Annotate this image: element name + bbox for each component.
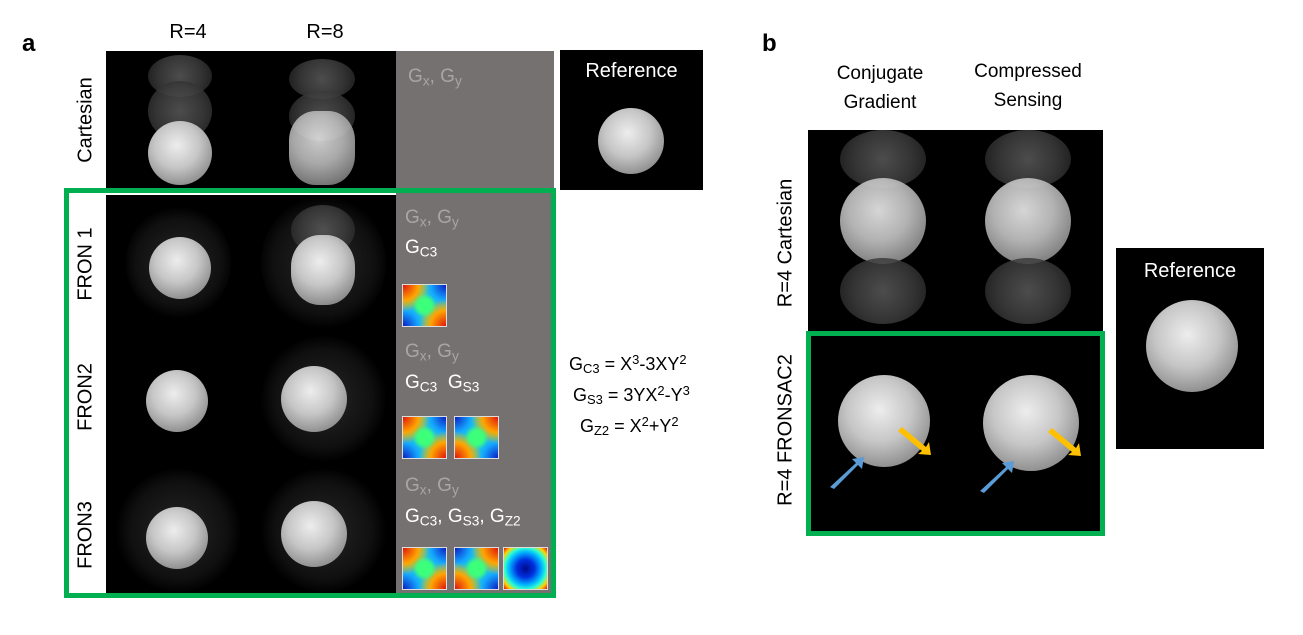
mri-fron3-r4 [106, 467, 251, 594]
mri-fron2-r8 [251, 330, 396, 467]
reference-label-a: Reference [585, 60, 678, 82]
mri-fron1-r8 [251, 195, 396, 330]
col-label-r8: R=8 [306, 21, 344, 43]
gradient-text-fron3-linear: Gx, Gy [405, 475, 459, 498]
col-label-compressed-sensing: Compressed Sensing [974, 61, 1082, 111]
fronsac-highlight-box [806, 331, 1105, 536]
mri-fronsac2-cg [808, 333, 955, 533]
blue-arrow-icon [830, 457, 864, 489]
gradient-text-fron1-nonlinear: GC3 [405, 237, 438, 260]
mri-cartesian-cg [808, 130, 955, 333]
gc3-field-map [402, 416, 447, 459]
formula-gc3: GC3 = X3-3XY2 [569, 352, 687, 377]
mri-cartesian-r4 [106, 51, 251, 189]
fron-highlight-box [64, 188, 556, 598]
gs3-field-map [454, 547, 499, 590]
gradient-text-fron1-linear: Gx, Gy [405, 207, 459, 230]
blue-arrow-icon [980, 461, 1014, 493]
gs3-field-map [454, 416, 499, 459]
mri-fron1-r4 [106, 195, 251, 330]
col-label-conjugate-gradient: Conjugate Gradient [836, 63, 924, 113]
orange-arrow-icon [1048, 428, 1081, 456]
gradient-text-cartesian: Gx, Gy [408, 66, 462, 89]
gc3-field-map [402, 547, 447, 590]
row-label-r4-cartesian: R=4 Cartesian [774, 178, 797, 308]
panel-b-label: b [762, 30, 777, 57]
reference-image-a: Reference [560, 50, 703, 190]
mri-fronsac2-cs [955, 333, 1103, 533]
row-label-r4-fronsac2: R=4 FRONSAC2 [774, 354, 797, 506]
formula-gz2: GZ2 = X2+Y2 [580, 414, 679, 439]
reference-image-b: Reference [1116, 248, 1264, 449]
mri-fron3-r8 [251, 467, 396, 594]
orange-arrow-icon [898, 427, 931, 455]
row-label-cartesian: Cartesian [74, 77, 97, 163]
gradient-text-fron2-linear: Gx, Gy [405, 341, 459, 364]
mri-cartesian-cs [955, 130, 1103, 333]
reference-label-b: Reference [1143, 260, 1237, 282]
gz2-field-map [503, 547, 548, 590]
mri-cartesian-r8 [251, 51, 396, 189]
gradient-text-fron2-nonlinear: GC3 GS3 [405, 372, 480, 395]
formula-gs3: GS3 = 3YX2-Y3 [573, 383, 690, 408]
gc3-field-map [402, 284, 447, 327]
col-label-r4: R=4 [169, 21, 207, 43]
mri-fron2-r4 [106, 330, 251, 467]
gradient-text-fron3-nonlinear: GC3, GS3, GZ2 [405, 506, 521, 529]
panel-a-label: a [22, 30, 36, 57]
